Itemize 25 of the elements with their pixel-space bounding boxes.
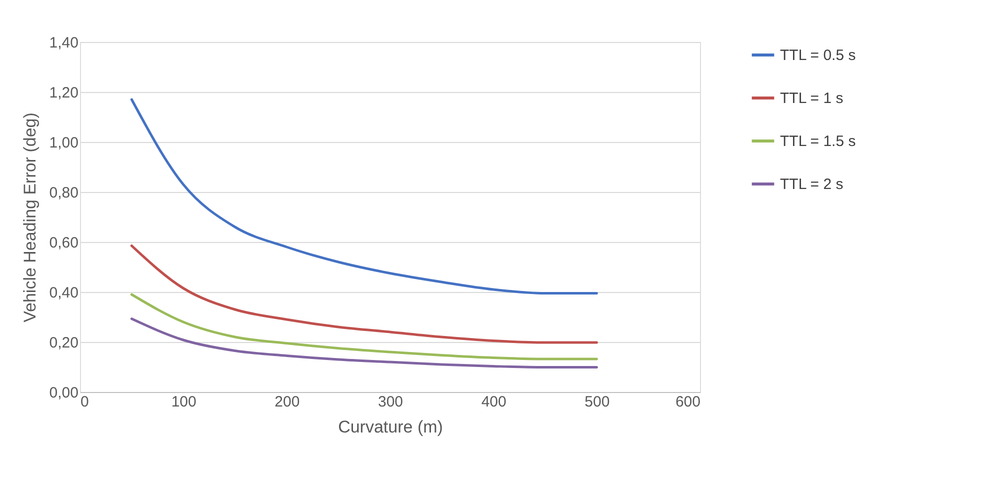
x-tick-label: 0	[80, 394, 89, 410]
line-series	[130, 293, 598, 360]
legend-label: TTL = 1 s	[780, 90, 844, 107]
y-tick-label: 0,20	[49, 334, 78, 352]
legend-label: TTL = 0.5 s	[780, 47, 856, 64]
x-tick-label: 600	[675, 394, 700, 410]
y-axis-title: Vehicle Heading Error (deg)	[20, 112, 40, 322]
y-tick-label: 0,40	[49, 284, 78, 302]
y-tick-label: 1,40	[49, 34, 78, 52]
line-series	[130, 318, 598, 368]
y-tick-label: 0,60	[49, 234, 78, 252]
line-series	[130, 98, 598, 294]
x-tick-label: 400	[481, 394, 506, 410]
y-tick-label: 1,20	[49, 84, 78, 102]
y-tick-label: 0,80	[49, 184, 78, 202]
y-tick-label: 1,00	[49, 134, 78, 152]
x-tick-label: 200	[274, 394, 300, 410]
legend-label: TTL = 2 s	[780, 176, 844, 193]
line-series	[130, 244, 598, 344]
y-tick-label: 0,00	[49, 384, 78, 402]
x-tick-label: 500	[584, 394, 610, 410]
x-axis-title: Curvature (m)	[338, 418, 443, 436]
legend-label: TTL = 1.5 s	[780, 133, 856, 150]
x-tick-label: 100	[171, 394, 196, 410]
x-tick-label: 300	[378, 394, 404, 410]
